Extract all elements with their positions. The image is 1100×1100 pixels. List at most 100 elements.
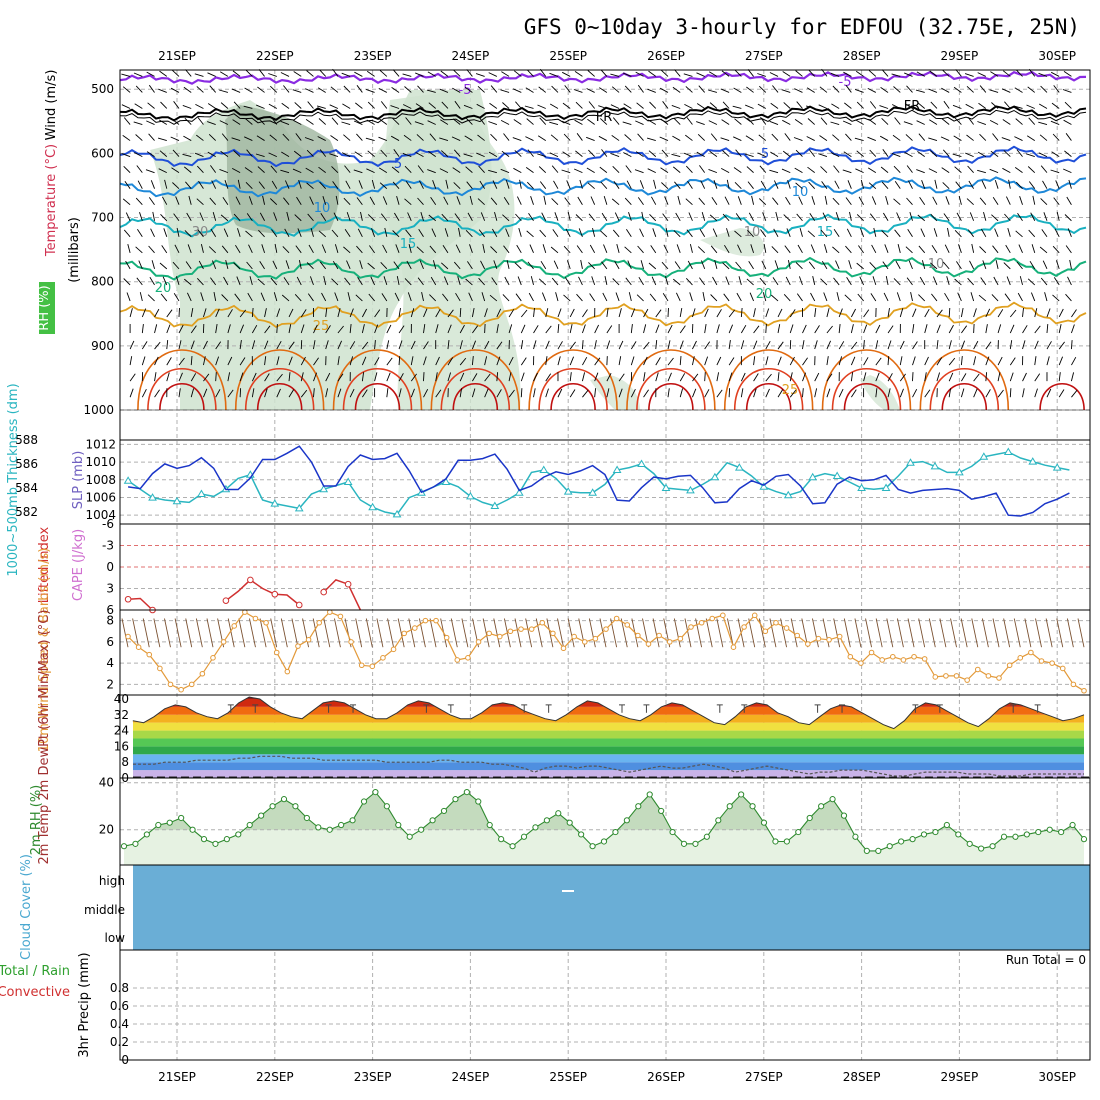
wind-barb: [696, 151, 705, 157]
wind-barb: [357, 277, 363, 286]
wind-barb: [1043, 212, 1048, 221]
contour-dome: [256, 383, 303, 411]
wind-barb: [563, 245, 571, 254]
wind-barb: [407, 292, 412, 302]
wind-barb: [551, 165, 559, 173]
wind-barb: [679, 308, 683, 318]
wind-barb: [786, 228, 791, 237]
wind-barb: [802, 357, 808, 366]
wind-barb: [185, 261, 192, 270]
thickness-point: [612, 465, 622, 473]
ylabel-temp2m: 2m Temp 2m DewPt (6hr Min/Max) (°C): [37, 610, 52, 865]
wind-barb: [797, 244, 803, 254]
wind-barb: [244, 87, 253, 93]
precip-tick: 0.6: [110, 999, 129, 1013]
wind-barb: [722, 101, 730, 109]
wind-barb: [709, 102, 718, 109]
wind-barb: [599, 87, 608, 93]
ylabel-temperature: Temperature (°C): [44, 144, 59, 257]
wind-barb: [643, 308, 649, 318]
wind-barb: [777, 389, 784, 398]
wind10m-barb: [928, 618, 936, 648]
wind-barb: [860, 228, 865, 237]
rh2m-point: [840, 812, 848, 819]
wind-barb: [398, 308, 401, 318]
wind-barb: [141, 324, 144, 334]
wind-barb: [353, 169, 363, 174]
wind-barb: [721, 119, 730, 125]
wind-barb: [129, 308, 133, 318]
wind-barb: [973, 356, 977, 366]
wind-barb: [503, 245, 510, 254]
wind-barb: [276, 373, 283, 382]
wind-barb: [496, 308, 502, 318]
wind-barb: [663, 244, 669, 254]
wind-barb: [714, 259, 718, 269]
wind-barb: [704, 308, 709, 318]
rh2m-point: [749, 803, 756, 810]
y-axis-labels: Wind (m/s)Temperature (°C) (millibars)RH …: [0, 70, 92, 1058]
wind-barb: [268, 73, 277, 77]
wind-barb: [578, 276, 583, 286]
pressure-tick: 500: [91, 82, 114, 96]
wind-barb: [957, 292, 962, 302]
date-label-top: 29SEP: [941, 49, 979, 63]
wind-barb: [313, 357, 319, 366]
wind-barb: [341, 121, 351, 125]
wind10m-point: [1070, 681, 1077, 688]
wind-barb: [178, 324, 184, 334]
wind10m-point: [741, 624, 747, 630]
wind-barb: [160, 293, 168, 302]
wind-barb: [759, 165, 767, 173]
thickness-point: [857, 483, 866, 491]
wind10m-barb: [833, 618, 841, 648]
wind-barb: [1051, 151, 1060, 157]
wind-barb: [894, 229, 901, 238]
wind-barb: [747, 181, 754, 189]
wind-barb: [1019, 196, 1023, 205]
date-label-top: 28SEP: [843, 49, 881, 63]
wind-barb: [417, 85, 424, 93]
wind-barb: [846, 228, 852, 237]
wind-barb: [526, 181, 534, 189]
temp-band: [133, 762, 1084, 771]
wind-barb: [176, 227, 180, 237]
thickness-point: [319, 484, 329, 493]
wind-barb: [600, 69, 608, 77]
date-label-top: 23SEP: [354, 49, 392, 63]
wind-barb: [418, 180, 424, 189]
wind-barb: [141, 356, 146, 366]
rh2m-point: [875, 847, 882, 854]
wind-barb: [380, 261, 388, 270]
wind-barb: [148, 245, 155, 254]
wind-barb: [977, 169, 986, 174]
wind-barb: [378, 167, 388, 174]
wind-barb: [125, 212, 131, 221]
temp-band: [133, 738, 1084, 747]
wind-barb: [588, 101, 596, 109]
panel-frames: [119, 69, 1091, 1061]
wind-barb: [195, 103, 204, 109]
wind10m-barb: [227, 618, 235, 648]
wind-barb: [1050, 120, 1060, 125]
wind-barb: [427, 71, 436, 77]
wind-barb: [491, 277, 498, 286]
wind10m-barb: [450, 618, 458, 648]
wind-barb: [550, 134, 559, 141]
wind-barb: [679, 340, 684, 350]
wind-barb: [830, 72, 840, 77]
wind-barb: [887, 308, 890, 318]
wind-barb: [185, 69, 192, 77]
wind-barb: [251, 324, 258, 334]
wind10m-point: [1059, 665, 1066, 672]
wind-barb: [667, 372, 672, 382]
contour-dome: [159, 383, 205, 411]
wind-barb: [319, 69, 327, 77]
wind-barb: [697, 246, 705, 254]
wind-barb: [881, 181, 889, 189]
wind-barb: [271, 229, 278, 238]
wind-barb: [599, 166, 608, 173]
wind10m-point: [985, 673, 992, 679]
pressure-tick: 600: [91, 146, 114, 160]
wind-barb: [215, 341, 222, 350]
